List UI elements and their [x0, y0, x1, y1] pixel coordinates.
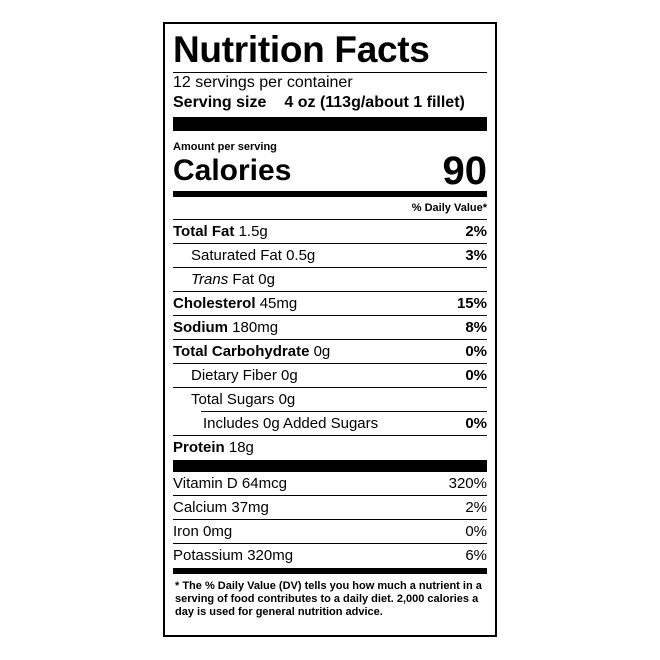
vitamin-row: Vitamin D 64mcg 320% [173, 472, 487, 496]
calories-label: Calories [173, 154, 292, 187]
nutrient-amount: 45mg [259, 295, 298, 312]
nutrient-name: Total Carbohydrate [173, 343, 310, 360]
vitamin-amount: 0mg [203, 523, 233, 540]
medium-rule [173, 568, 487, 574]
nutrient-row: Total Fat 1.5g 2% [173, 220, 487, 244]
nutrient-dv: 0% [465, 367, 487, 384]
nutrient-row: Dietary Fiber 0g 0% [173, 364, 487, 388]
serving-size-label: Serving size [173, 94, 267, 111]
vitamin-row: Iron 0mg 0% [173, 520, 487, 544]
nutrient-amount: 180mg [232, 319, 279, 336]
nutrient-dv: 0% [465, 415, 487, 432]
vitamin-dv: 320% [448, 475, 487, 492]
vitamin-row: Calcium 37mg 2% [173, 496, 487, 520]
nutrient-row: Cholesterol 45mg 15% [173, 292, 487, 316]
nutrient-name: Total Fat [173, 223, 235, 240]
nutrient-row: Trans Fat 0g [173, 268, 487, 292]
nutrient-row: Total Carbohydrate 0g 0% [173, 340, 487, 364]
vitamin-dv: 2% [465, 499, 487, 516]
nutrition-label: Nutrition Facts 12 servings per containe… [163, 22, 497, 637]
nutrient-row: Sodium 180mg 8% [173, 316, 487, 340]
vitamin-amount: 64mcg [241, 475, 287, 492]
nutrient-dv: 3% [465, 247, 487, 264]
nutrient-row: Protein 18g [173, 436, 487, 460]
calories-row: Calories 90 [173, 149, 487, 193]
calories-value: 90 [442, 148, 488, 193]
nutrient-row: Total Sugars 0g [173, 388, 487, 412]
serving-size: Serving size 4 oz (113g/about 1 fillet) [173, 93, 487, 113]
nutrient-name: Includes 0g Added Sugars [203, 415, 379, 432]
nutrient-name: Cholesterol [173, 295, 256, 312]
nutrient-amount: Fat 0g [232, 271, 275, 288]
servings: 12 servings per container [173, 74, 353, 91]
nutrient-amount: 0.5g [286, 247, 316, 264]
nutrient-name: Saturated Fat [191, 247, 282, 264]
vitamin-amount: 37mg [231, 499, 269, 516]
nutrient-row: Saturated Fat 0.5g 3% [173, 244, 487, 268]
nutrient-amount: 0g [278, 391, 296, 408]
nutrient-dv: 0% [465, 343, 487, 360]
nutrient-name: Dietary Fiber [191, 367, 277, 384]
footnote: * The % Daily Value (DV) tells you how m… [175, 580, 482, 618]
nutrient-dv: 8% [465, 319, 487, 336]
vitamin-row: Potassium 320mg 6% [173, 544, 487, 568]
nutrient-amount: 0g [281, 367, 298, 384]
serving-size-value: 4 oz (113g/about 1 fillet) [284, 94, 465, 111]
vitamin-name: Iron [173, 523, 199, 540]
vitamin-amount: 320mg [247, 547, 294, 564]
daily-value-header: % Daily Value* [173, 197, 487, 220]
nutrient-name: Trans [191, 271, 229, 288]
nutrient-name: Sodium [173, 319, 228, 336]
thick-rule [173, 460, 487, 472]
nutrient-row: Includes 0g Added Sugars 0% [173, 412, 487, 436]
nutrient-dv: 15% [456, 295, 487, 312]
vitamin-dv: 0% [465, 523, 487, 540]
nutrient-dv: 2% [465, 223, 487, 240]
nutrient-name: Protein [173, 439, 225, 456]
vitamin-name: Vitamin D [173, 475, 238, 492]
nutrient-amount: 0g [313, 343, 331, 360]
nutrient-amount: 18g [228, 439, 254, 456]
vitamin-name: Calcium [173, 499, 228, 516]
vitamin-dv: 6% [465, 547, 487, 564]
amount-per-serving: Amount per serving [173, 141, 277, 153]
nutrient-name: Total Sugars [191, 391, 275, 408]
nutrient-amount: 1.5g [238, 223, 268, 240]
vitamin-name: Potassium [173, 547, 244, 564]
thick-rule [173, 117, 487, 131]
title: Nutrition Facts [173, 28, 487, 73]
medium-rule [173, 191, 487, 197]
